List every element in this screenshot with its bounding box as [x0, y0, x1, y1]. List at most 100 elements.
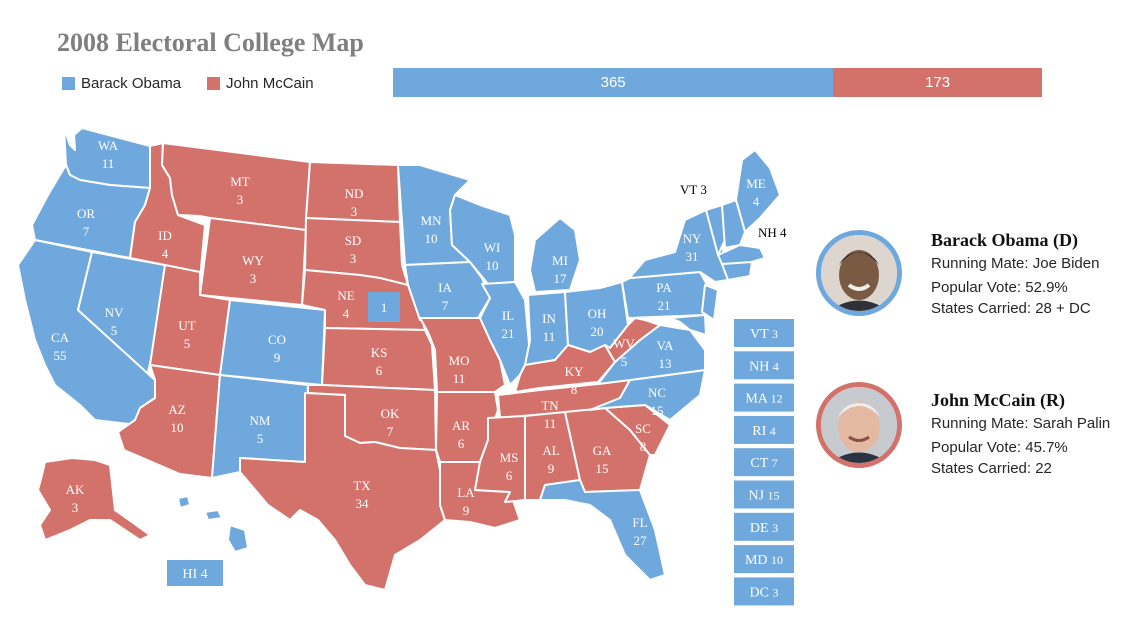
small-state-ev-dc: 3: [772, 585, 778, 599]
small-state-ev-vt: 3: [772, 327, 778, 341]
state-label-fl: FL: [632, 515, 647, 530]
state-label-nd: ND: [345, 186, 364, 201]
state-wv[interactable]: [604, 317, 661, 363]
small-state-label-dc: DC 3: [750, 585, 779, 600]
state-label-nc: NC: [648, 385, 666, 400]
small-state-box-nj[interactable]: [734, 480, 794, 509]
state-nj[interactable]: [701, 284, 719, 321]
state-ev-al: 9: [548, 461, 555, 476]
states-carried-obama: States Carried: 28 + DC: [931, 300, 1091, 317]
small-state-ev-ct: 7: [772, 456, 778, 470]
small-state-label-ri: RI 4: [752, 424, 776, 439]
state-label-ms: MS: [500, 450, 519, 465]
small-state-label-nh: NH 4: [749, 359, 779, 374]
obama-electoral-votes: 365: [393, 68, 834, 97]
mccain-electoral-votes: 173: [833, 68, 1042, 97]
state-label-ia: IA: [438, 280, 452, 295]
state-ev-sd: 3: [350, 251, 357, 266]
legend-swatch-obama: [62, 76, 75, 90]
state-label-az: AZ: [168, 402, 185, 417]
state-nh[interactable]: [721, 199, 746, 249]
state-ev-fl: 27: [634, 533, 648, 548]
small-state-label-ma: MA 12: [745, 392, 782, 407]
small-state-box-ma[interactable]: [734, 383, 794, 412]
state-label-ky: KY: [565, 364, 584, 379]
state-il[interactable]: [479, 281, 531, 386]
state-ev-mi: 17: [554, 271, 568, 286]
page-title: 2008 Electoral College Map: [57, 28, 364, 57]
state-ev-wy: 3: [250, 271, 257, 286]
state-ev-ms: 6: [506, 468, 513, 483]
nh-callout: NH 4: [758, 225, 787, 240]
legend-item-obama: Barack Obama: [62, 73, 181, 93]
state-ev-ne: 4: [343, 306, 350, 321]
state-ev-nv: 5: [111, 323, 118, 338]
state-ev-il: 21: [502, 326, 515, 341]
running-mate-obama: Running Mate: Joe Biden: [931, 255, 1100, 272]
state-label-wa: WA: [98, 138, 119, 153]
state-ev-ia: 7: [442, 298, 449, 313]
state-label-pa: PA: [656, 280, 672, 295]
hi-box[interactable]: [167, 560, 223, 586]
state-tx[interactable]: [239, 392, 446, 591]
state-ev-sc: 8: [640, 439, 647, 454]
state-ct-ri[interactable]: [721, 261, 753, 281]
candidate-name-mccain: John McCain (R): [931, 390, 1065, 410]
state-label-ks: KS: [371, 345, 388, 360]
small-state-ev-md: 10: [771, 553, 783, 567]
small-state-ev-nh: 4: [773, 359, 779, 373]
legend-label-mccain: John McCain: [226, 74, 314, 92]
state-ev-co: 9: [274, 350, 281, 365]
state-label-co: CO: [268, 332, 286, 347]
state-label-la: LA: [457, 485, 475, 500]
state-mi[interactable]: [529, 217, 581, 293]
state-label-wy: WY: [242, 253, 264, 268]
small-state-box-ct[interactable]: [734, 448, 794, 477]
small-state-box-ri[interactable]: [734, 415, 794, 444]
state-ev-oh: 20: [591, 324, 604, 339]
state-label-me: ME: [746, 176, 766, 191]
small-state-label-de: DE 3: [750, 521, 778, 536]
small-state-label-ct: CT 7: [750, 456, 777, 471]
popular-vote-mccain: Popular Vote: 45.7%: [931, 439, 1068, 456]
state-label-oh: OH: [588, 306, 607, 321]
state-label-mi: MI: [552, 253, 568, 268]
candidate-portrait-icon: [816, 382, 902, 468]
state-label-tn: TN: [541, 398, 559, 413]
state-hi[interactable]: [177, 495, 249, 553]
small-state-box-md[interactable]: [734, 545, 794, 574]
small-state-box-dc[interactable]: [734, 577, 794, 606]
state-label-ne: NE: [337, 288, 354, 303]
small-state-label-nj: NJ 15: [748, 489, 779, 504]
state-ak[interactable]: [37, 457, 151, 541]
state-fl[interactable]: [539, 479, 666, 581]
small-state-box-de[interactable]: [734, 512, 794, 541]
nebraska-district-box[interactable]: [368, 292, 400, 322]
small-state-box-nh[interactable]: [734, 351, 794, 380]
state-ev-me: 4: [753, 194, 760, 209]
electoral-vote-bar: 365 173: [393, 68, 1042, 97]
small-state-label-vt: VT 3: [750, 327, 778, 342]
state-ev-pa: 21: [658, 298, 671, 313]
small-state-ev-nj: 15: [768, 489, 780, 503]
state-ev-nd: 3: [351, 204, 358, 219]
small-state-box-vt[interactable]: [734, 319, 794, 347]
state-ev-tx: 34: [356, 496, 370, 511]
state-ks[interactable]: [321, 327, 436, 391]
state-ev-ca: 55: [54, 348, 67, 363]
small-state-ev-de: 3: [772, 521, 778, 535]
legend-label-obama: Barack Obama: [81, 74, 182, 92]
state-de-md[interactable]: [669, 314, 707, 336]
running-mate-mccain: Running Mate: Sarah Palin: [931, 415, 1111, 432]
state-ev-ar: 6: [458, 436, 465, 451]
state-nc[interactable]: [589, 369, 706, 421]
state-ev-wi: 10: [486, 258, 499, 273]
state-label-or: OR: [77, 206, 95, 221]
state-label-nv: NV: [105, 305, 124, 320]
state-ev-id: 4: [162, 246, 169, 261]
state-ev-mt: 3: [237, 192, 244, 207]
state-label-nm: NM: [250, 413, 271, 428]
state-me[interactable]: [735, 149, 781, 233]
state-label-ut: UT: [178, 318, 195, 333]
state-ev-va: 13: [659, 356, 672, 371]
